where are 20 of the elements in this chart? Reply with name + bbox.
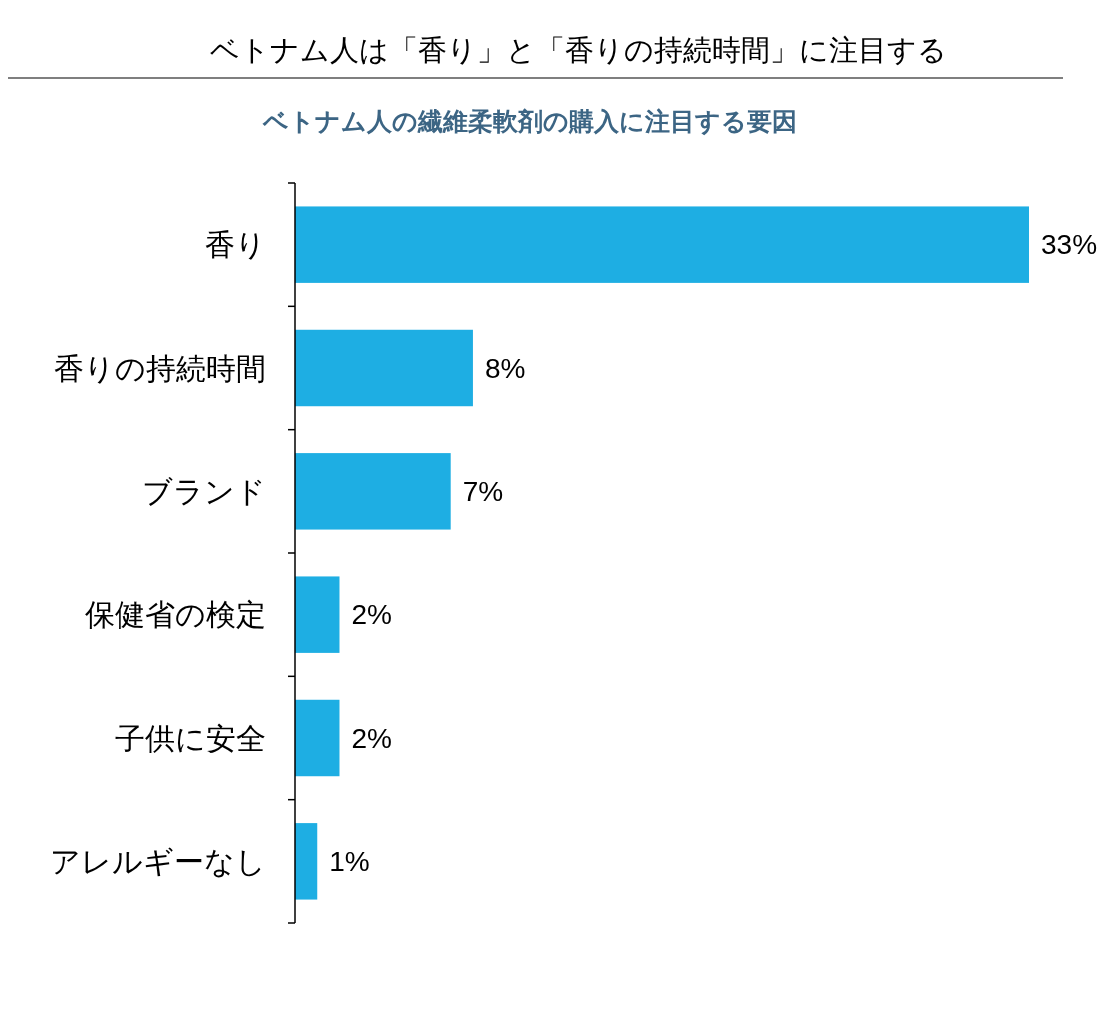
- bar: [295, 576, 340, 653]
- data-label: 1%: [329, 846, 370, 878]
- y-tick-label: アレルギーなし: [50, 843, 266, 879]
- y-tick-label: 子供に安全: [115, 720, 266, 756]
- bar: [295, 206, 1029, 283]
- y-tick-label: 香り: [205, 227, 266, 263]
- data-label: 33%: [1041, 229, 1098, 261]
- bar: [295, 329, 473, 407]
- y-tick-label: ブランド: [142, 473, 266, 509]
- data-label: 7%: [462, 476, 504, 508]
- chart-subtitle: ベトナム人の繊維柔軟剤の購入に注目する要因: [262, 107, 797, 136]
- chart-title: ベトナム人は「香り」と「香りの持続時間」に注目する: [209, 33, 947, 67]
- data-label: 8%: [484, 352, 526, 384]
- bar: [295, 453, 451, 530]
- y-tick-label: 保健省の検定: [85, 597, 266, 633]
- bar: [295, 699, 340, 777]
- bar: [295, 823, 318, 900]
- data-label: 2%: [351, 599, 392, 631]
- y-tick-label: 香りの持続時間: [54, 350, 266, 386]
- data-label: 2%: [351, 722, 392, 754]
